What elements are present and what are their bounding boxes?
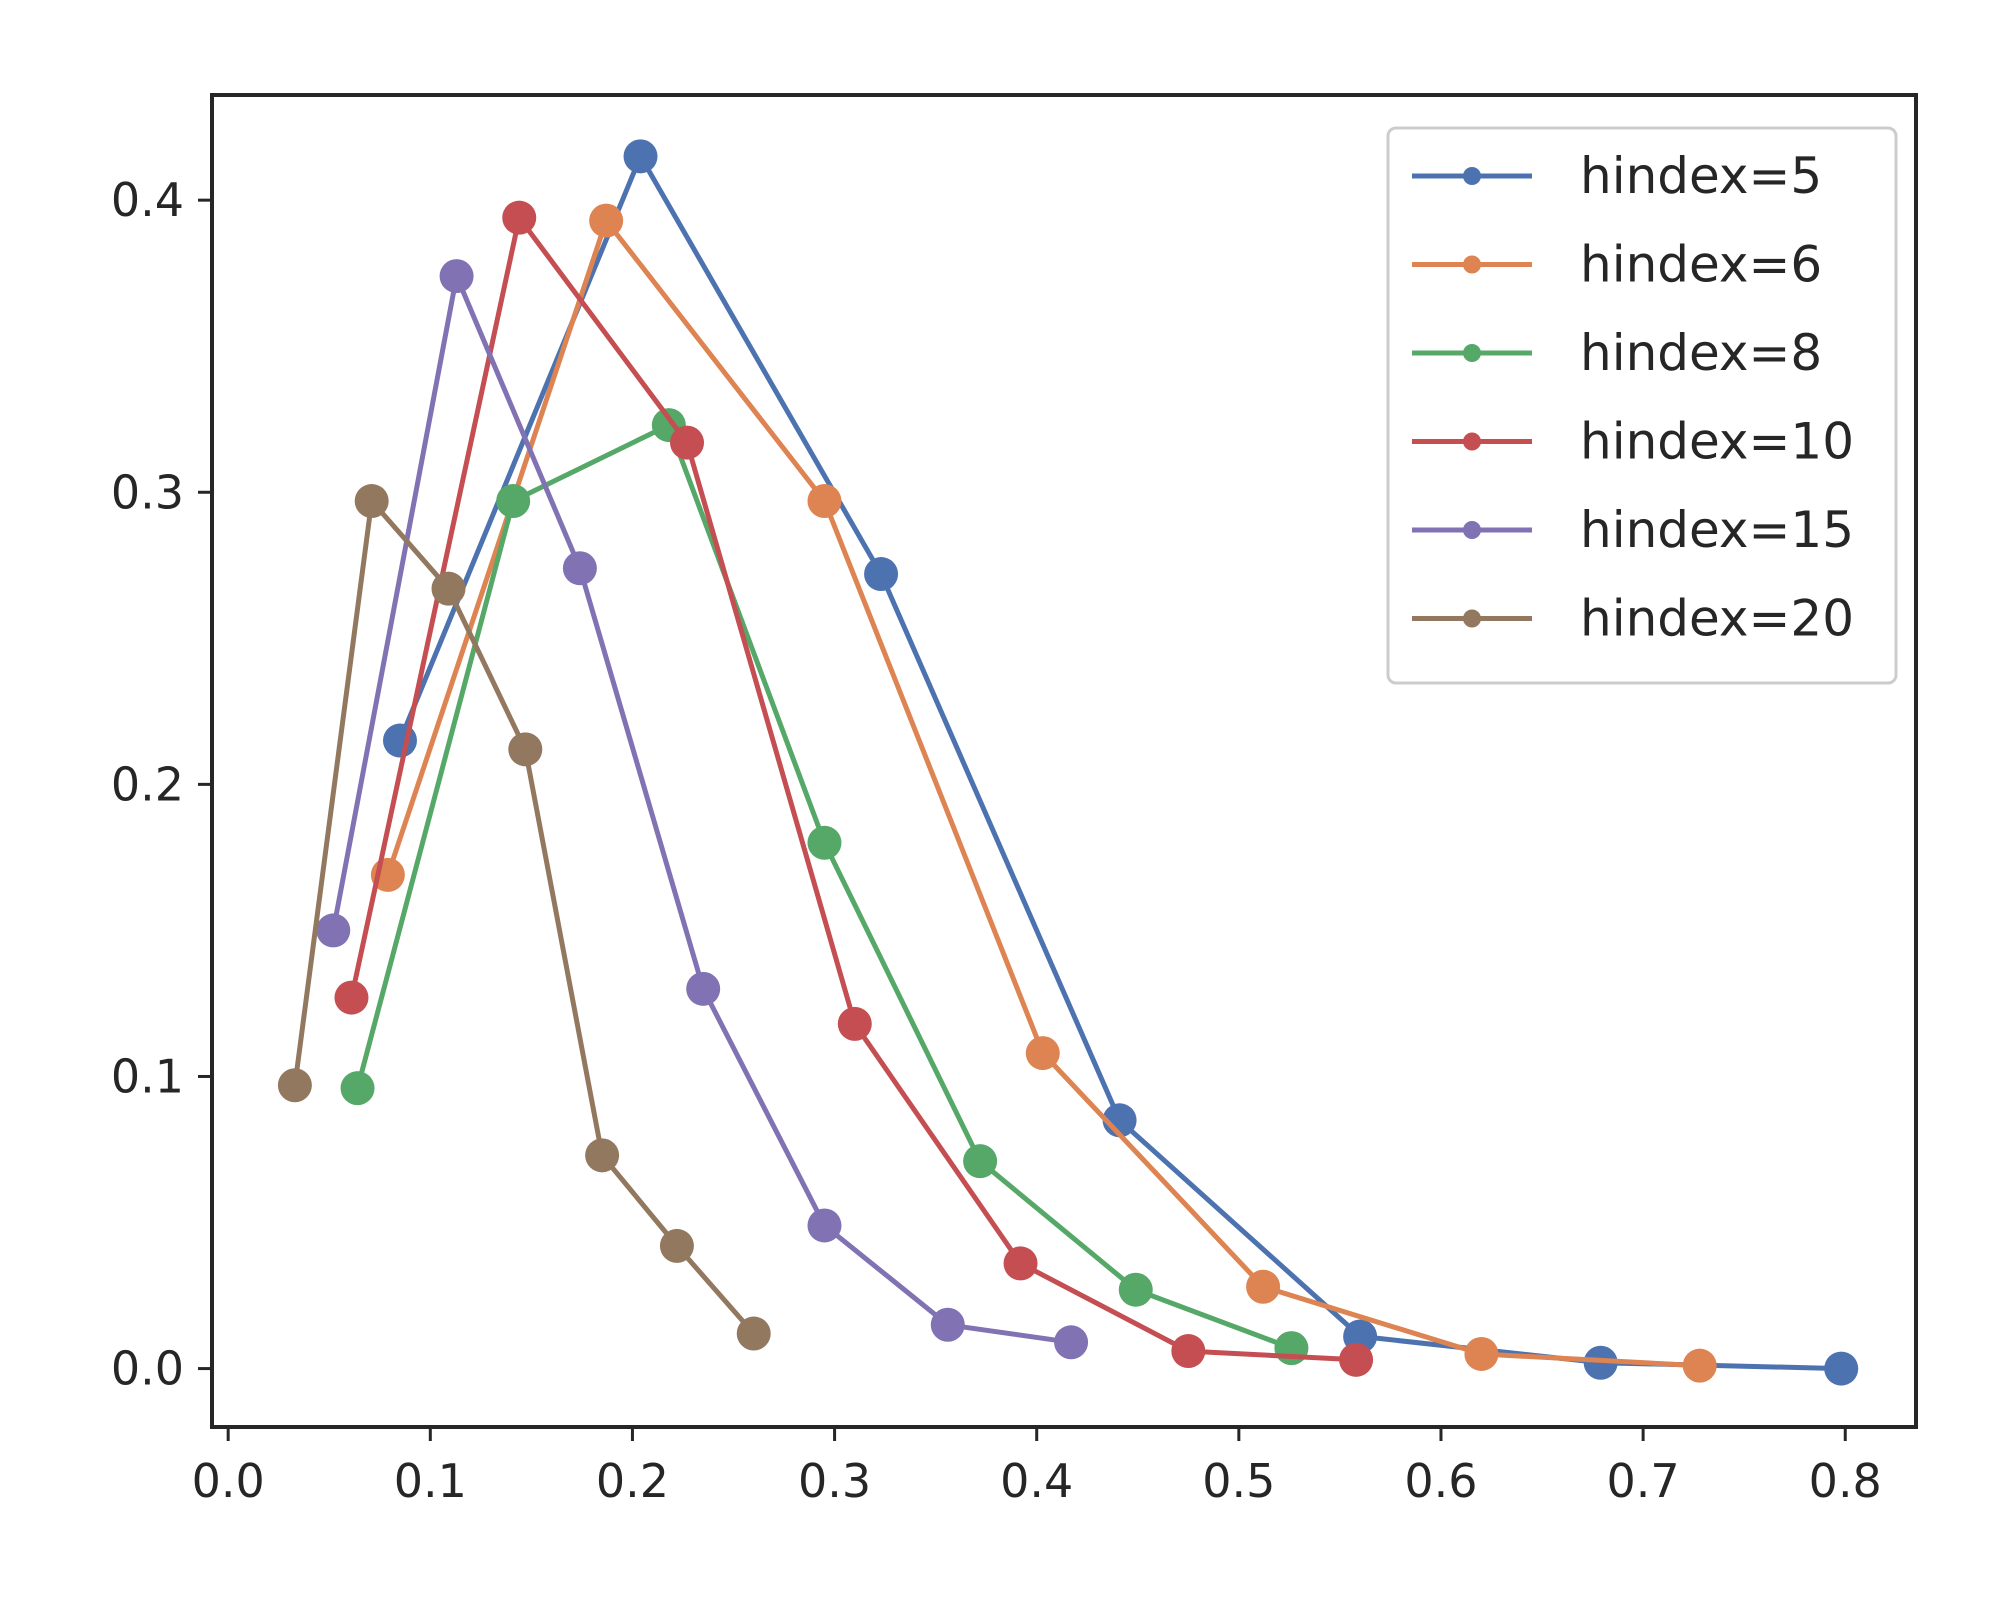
legend-label: hindex=5: [1580, 147, 1822, 205]
data-point: [1682, 1348, 1717, 1383]
data-point: [508, 732, 543, 767]
x-tick-label: 0.8: [1809, 1454, 1882, 1508]
x-tick-label: 0.3: [798, 1454, 871, 1508]
data-point: [1025, 1036, 1060, 1071]
data-point: [589, 203, 624, 238]
data-point: [439, 259, 474, 294]
series-hindex-10: [334, 200, 1374, 1377]
plot-frame: [210, 93, 1918, 1429]
legend: hindex=5 hindex=6 hindex=8 hindex=10 hindex=…: [1386, 126, 1898, 685]
data-point: [334, 980, 369, 1015]
series-layer: [277, 139, 1859, 1386]
data-point: [807, 1208, 842, 1243]
data-point: [496, 484, 531, 519]
series-line: [292, 498, 757, 1336]
legend-marker: [1463, 344, 1481, 362]
data-point: [316, 913, 351, 948]
legend-label: hindex=15: [1580, 501, 1854, 559]
x-tick-label: 0.7: [1607, 1454, 1680, 1508]
data-point: [562, 551, 597, 586]
legend-label: hindex=8: [1580, 324, 1822, 382]
legend-item: hindex=20: [1412, 590, 1854, 648]
y-tick-label: 0.2: [111, 757, 184, 811]
data-point: [1118, 1272, 1153, 1307]
data-point: [963, 1144, 998, 1179]
legend-marker: [1463, 432, 1481, 451]
x-tick-label: 0.5: [1202, 1454, 1275, 1508]
series-hindex-15: [316, 259, 1089, 1360]
y-tick-label: 0.0: [111, 1342, 184, 1396]
x-tick-label: 0.4: [1000, 1454, 1073, 1508]
data-point: [807, 484, 842, 519]
y-tick-label: 0.4: [111, 173, 184, 227]
series-hindex-20: [277, 484, 771, 1351]
data-point: [736, 1316, 771, 1351]
data-point: [864, 557, 899, 592]
x-tick-label: 0.1: [394, 1454, 467, 1508]
data-point: [1054, 1325, 1089, 1360]
data-point: [1171, 1334, 1206, 1369]
y-tick-label: 0.3: [111, 465, 184, 519]
data-point: [502, 200, 537, 235]
legend-item: hindex=8: [1412, 324, 1822, 382]
data-point: [1339, 1342, 1374, 1377]
x-tick-label: 0.6: [1404, 1454, 1477, 1508]
data-point: [1824, 1351, 1859, 1386]
data-point: [1464, 1336, 1499, 1371]
data-point: [670, 425, 705, 460]
legend-label: hindex=20: [1580, 590, 1854, 648]
legend-label: hindex=6: [1580, 236, 1822, 294]
data-point: [659, 1228, 694, 1263]
data-point: [1246, 1269, 1281, 1304]
data-point: [431, 571, 466, 606]
legend-marker: [1463, 167, 1481, 185]
series-hindex-6: [370, 203, 1717, 1383]
legend-marker: [1463, 609, 1481, 628]
x-axis: 0.0 0.1 0.2 0.3 0.4 0.5 0.6 0.7 0.8: [192, 1427, 1882, 1508]
legend-item: hindex=10: [1412, 413, 1854, 471]
x-tick-label: 0.0: [192, 1454, 265, 1508]
data-point: [354, 484, 389, 519]
data-point: [686, 971, 721, 1006]
legend-item: hindex=5: [1412, 147, 1822, 205]
data-point: [623, 139, 658, 174]
legend-marker: [1463, 521, 1481, 539]
legend-item: hindex=15: [1412, 501, 1854, 559]
legend-item: hindex=6: [1412, 236, 1822, 294]
data-point: [277, 1068, 312, 1103]
data-point: [1003, 1246, 1038, 1281]
y-axis: 0.0 0.1 0.2 0.3 0.4: [111, 173, 212, 1396]
data-point: [837, 1006, 872, 1041]
data-point: [585, 1138, 620, 1173]
data-point: [340, 1071, 375, 1106]
x-tick-label: 0.2: [596, 1454, 669, 1508]
data-point: [1274, 1331, 1309, 1366]
legend-label: hindex=10: [1580, 413, 1854, 471]
legend-marker: [1463, 255, 1481, 274]
data-point: [807, 825, 842, 860]
data-point: [930, 1307, 965, 1342]
y-tick-label: 0.1: [111, 1049, 184, 1103]
